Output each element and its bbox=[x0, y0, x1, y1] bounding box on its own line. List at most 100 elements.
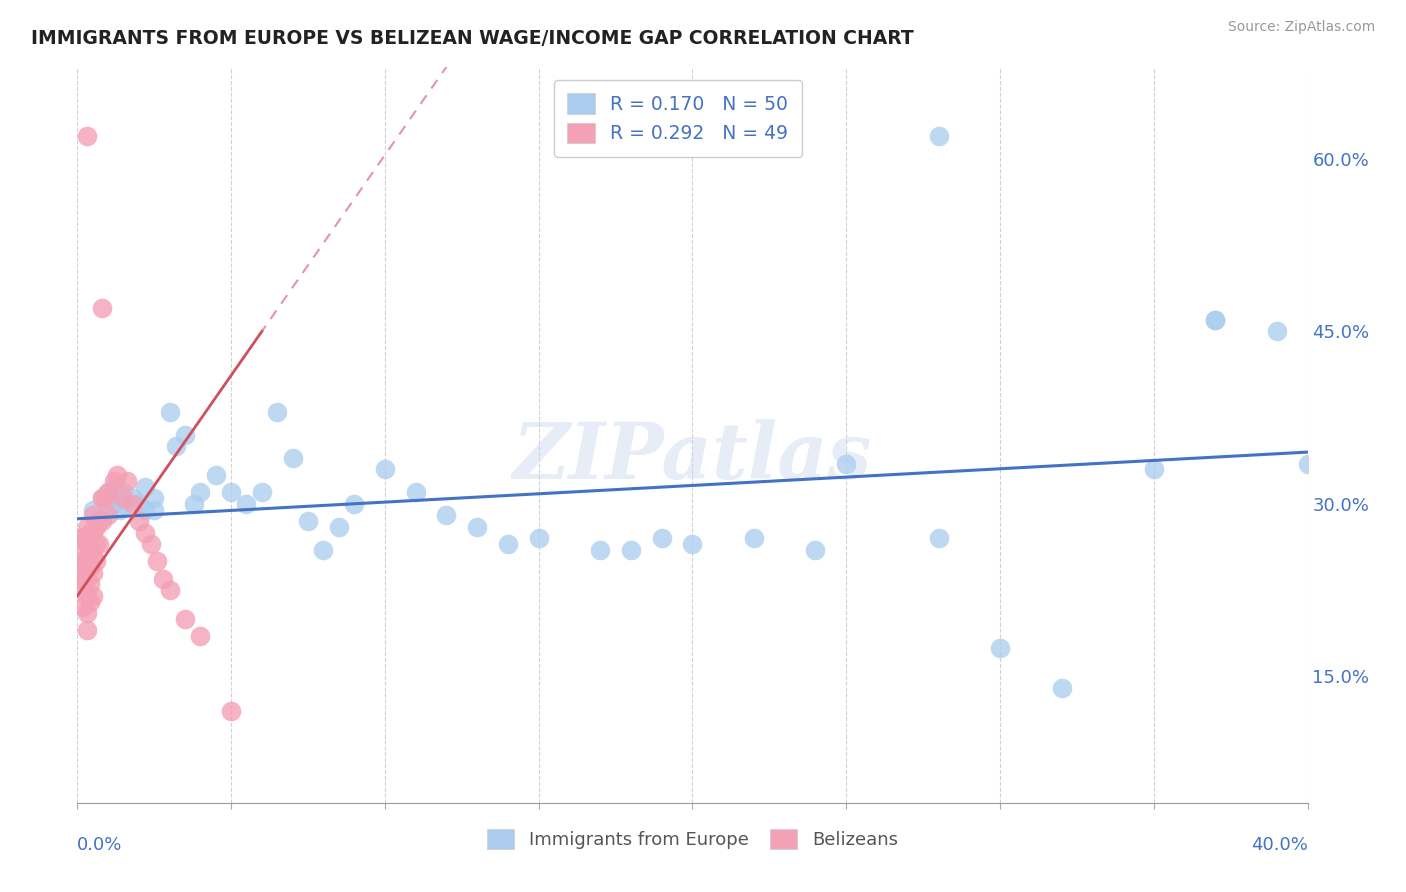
Point bbox=[82, 566, 104, 580]
Point bbox=[87, 537, 110, 551]
Point bbox=[835, 457, 858, 471]
Point bbox=[742, 532, 765, 546]
Point bbox=[90, 491, 114, 505]
Point bbox=[204, 468, 226, 483]
Point bbox=[72, 566, 94, 580]
Point bbox=[112, 485, 135, 500]
Point bbox=[115, 474, 138, 488]
Point bbox=[134, 480, 156, 494]
Point bbox=[266, 405, 288, 419]
Point bbox=[1296, 457, 1319, 471]
Point bbox=[105, 468, 128, 483]
Point bbox=[76, 589, 98, 603]
Point bbox=[527, 532, 550, 546]
Point bbox=[174, 612, 197, 626]
Point bbox=[235, 497, 257, 511]
Point bbox=[343, 497, 366, 511]
Point bbox=[84, 520, 107, 534]
Point bbox=[159, 583, 181, 598]
Point bbox=[72, 532, 94, 546]
Point bbox=[928, 128, 950, 143]
Point bbox=[103, 497, 125, 511]
Point bbox=[76, 572, 98, 586]
Point bbox=[72, 554, 94, 568]
Point bbox=[110, 502, 132, 516]
Point bbox=[79, 594, 101, 608]
Point bbox=[82, 549, 104, 563]
Point bbox=[84, 537, 107, 551]
Point bbox=[97, 502, 120, 516]
Point bbox=[374, 462, 396, 476]
Point bbox=[219, 704, 242, 718]
Point bbox=[146, 554, 169, 568]
Point bbox=[436, 508, 458, 523]
Point bbox=[1204, 313, 1226, 327]
Text: ZIPatlas: ZIPatlas bbox=[513, 418, 872, 495]
Point bbox=[76, 537, 98, 551]
Legend: Immigrants from Europe, Belizeans: Immigrants from Europe, Belizeans bbox=[479, 822, 905, 856]
Point bbox=[281, 450, 304, 465]
Point bbox=[97, 485, 120, 500]
Point bbox=[90, 301, 114, 316]
Point bbox=[219, 485, 242, 500]
Point bbox=[82, 525, 104, 540]
Point bbox=[188, 629, 212, 643]
Point bbox=[128, 497, 150, 511]
Point bbox=[76, 520, 98, 534]
Point bbox=[152, 572, 174, 586]
Point bbox=[159, 405, 181, 419]
Point bbox=[69, 532, 91, 546]
Point bbox=[183, 497, 205, 511]
Point bbox=[82, 502, 104, 516]
Point bbox=[103, 480, 125, 494]
Point bbox=[496, 537, 519, 551]
Point bbox=[988, 640, 1011, 655]
Text: IMMIGRANTS FROM EUROPE VS BELIZEAN WAGE/INCOME GAP CORRELATION CHART: IMMIGRANTS FROM EUROPE VS BELIZEAN WAGE/… bbox=[31, 29, 914, 47]
Point bbox=[928, 532, 950, 546]
Text: Source: ZipAtlas.com: Source: ZipAtlas.com bbox=[1227, 20, 1375, 34]
Point bbox=[174, 427, 197, 442]
Point bbox=[328, 520, 350, 534]
Point bbox=[1050, 681, 1073, 695]
Point bbox=[112, 497, 135, 511]
Point bbox=[465, 520, 488, 534]
Point bbox=[112, 491, 135, 505]
Text: 40.0%: 40.0% bbox=[1251, 836, 1308, 854]
Point bbox=[94, 491, 117, 505]
Point bbox=[76, 554, 98, 568]
Point bbox=[82, 589, 104, 603]
Point bbox=[69, 549, 91, 563]
Point bbox=[87, 514, 110, 528]
Point bbox=[69, 572, 91, 586]
Point bbox=[79, 542, 101, 557]
Point bbox=[79, 525, 101, 540]
Point bbox=[97, 485, 120, 500]
Point bbox=[76, 624, 98, 638]
Point bbox=[250, 485, 273, 500]
Point bbox=[72, 600, 94, 615]
Point bbox=[589, 542, 612, 557]
Point bbox=[1265, 324, 1288, 338]
Point bbox=[90, 491, 114, 505]
Point bbox=[141, 537, 163, 551]
Point bbox=[134, 502, 156, 516]
Point bbox=[90, 514, 114, 528]
Point bbox=[804, 542, 827, 557]
Text: 0.0%: 0.0% bbox=[77, 836, 122, 854]
Point bbox=[188, 485, 212, 500]
Point bbox=[143, 491, 166, 505]
Point bbox=[165, 439, 187, 453]
Point bbox=[84, 554, 107, 568]
Point bbox=[76, 606, 98, 620]
Point bbox=[405, 485, 427, 500]
Point bbox=[82, 508, 104, 523]
Point bbox=[1204, 313, 1226, 327]
Point bbox=[79, 577, 101, 591]
Point bbox=[297, 514, 319, 528]
Point bbox=[682, 537, 704, 551]
Point bbox=[312, 542, 335, 557]
Point bbox=[128, 514, 150, 528]
Point bbox=[103, 474, 125, 488]
Point bbox=[97, 508, 120, 523]
Point bbox=[79, 560, 101, 574]
